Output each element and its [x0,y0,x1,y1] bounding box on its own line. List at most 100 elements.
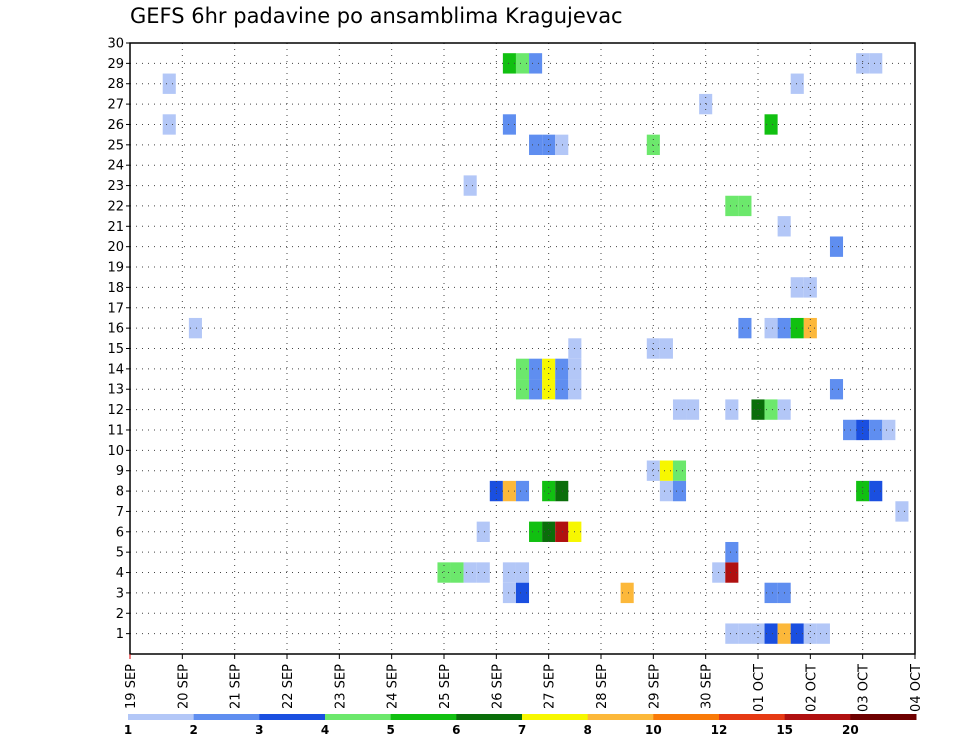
precip-cell [646,134,660,156]
y-tick-label: 22 [107,199,124,214]
y-tick-label: 17 [107,301,124,316]
x-tick-label: 25 SEP [438,664,453,709]
precip-cell [502,480,516,502]
precip-cell [529,358,543,380]
precip-cell [751,623,765,644]
colorbar-label: 15 [776,723,793,737]
colorbar-label: 7 [518,723,526,737]
y-tick-label: 28 [107,77,124,92]
precip-cell [555,358,569,380]
y-tick-label: 29 [107,57,124,72]
precip-cell [725,195,739,217]
precip-cell [738,195,752,217]
precip-cell [699,93,713,115]
precip-cell [162,73,176,94]
precip-cell [476,562,490,583]
colorbar: 1 2 3 4 5 6 7 8 10 12 15 20 [124,714,917,737]
precip-cell [803,623,817,644]
y-tick-label: 21 [107,220,124,235]
y-tick-label: 5 [116,546,124,561]
precip-cell [764,623,778,644]
precip-cell [542,521,556,542]
x-tick-label: 22 SEP [281,664,296,709]
precip-cell [829,379,844,400]
precip-cell [437,562,451,583]
colorbar-label: 4 [321,723,329,737]
precip-cell [659,338,673,359]
x-tick-label: 04 OCT [909,664,924,712]
precip-cell [895,501,909,522]
precip-cell [502,582,516,604]
precip-cell [476,521,490,542]
x-tick-label: 01 OCT [752,664,767,712]
colorbar-swatch [850,714,917,720]
precip-cell [738,623,752,644]
precip-cell [869,419,883,441]
precip-cell [882,419,896,441]
precip-cell [502,53,516,74]
colorbar-swatch [325,714,392,720]
precip-cell [790,317,804,339]
precip-cell [542,379,556,400]
y-tick-label: 3 [116,586,124,601]
y-tick-label: 20 [107,240,124,255]
y-tick-label: 4 [116,566,124,581]
precip-cell [555,134,569,156]
y-tick-label: 30 [107,37,124,52]
precip-cell [620,582,634,604]
x-tick-label: 23 SEP [333,664,348,709]
colorbar-swatch [653,714,720,720]
precip-cell [646,338,660,359]
y-axis-ticks: 1234567891011121314151617181920212223242… [107,37,130,642]
precip-cell [529,379,543,400]
precip-cell [725,623,739,644]
precip-cell [816,623,830,644]
precip-cell [725,541,739,563]
y-tick-label: 27 [107,98,124,113]
precip-cell [790,623,804,644]
colorbar-swatch [522,714,589,720]
x-tick-label: 28 SEP [595,664,610,709]
colorbar-label: 20 [842,723,859,737]
colorbar-swatch [128,714,195,720]
y-tick-label: 18 [107,281,124,296]
gridlines [130,42,915,654]
x-tick-label: 27 SEP [543,664,558,709]
precip-cell [725,562,739,583]
precip-cell [529,521,543,542]
y-tick-label: 9 [116,464,124,479]
y-tick-label: 6 [116,525,124,540]
precip-cell [542,134,556,156]
precip-cell [672,480,687,502]
precip-cell [162,114,176,135]
precip-cell [515,379,530,400]
precip-cell [529,53,543,74]
colorbar-label: 6 [452,723,460,737]
x-axis-ticks: 19 SEP 20 SEP 21 SEP 22 SEP 23 SEP 24 SEP 25 S… [124,654,924,712]
y-tick-label: 10 [107,444,124,459]
precip-cell [829,236,844,257]
precip-cell [463,562,477,583]
precip-cell [555,521,569,542]
precip-cell [725,399,739,420]
y-tick-label: 15 [107,342,124,357]
precip-cell [542,358,556,380]
y-tick-label: 8 [116,485,124,500]
y-tick-label: 16 [107,322,124,337]
precip-cell [803,277,817,298]
y-tick-label: 26 [107,118,124,133]
colorbar-label: 10 [645,723,662,737]
precip-cell [672,460,687,481]
colorbar-label: 3 [255,723,263,737]
chart-title: GEFS 6hr padavine po ansamblima Kragujev… [130,4,623,28]
precip-cell [463,175,477,196]
precip-cell [764,582,778,604]
precip-cell [869,53,883,74]
precip-cell [542,480,556,502]
colorbar-swatch [719,714,786,720]
colorbar-swatch [587,714,654,720]
y-tick-label: 13 [107,383,124,398]
precip-cell [515,53,530,74]
colorbar-label: 1 [124,723,132,737]
